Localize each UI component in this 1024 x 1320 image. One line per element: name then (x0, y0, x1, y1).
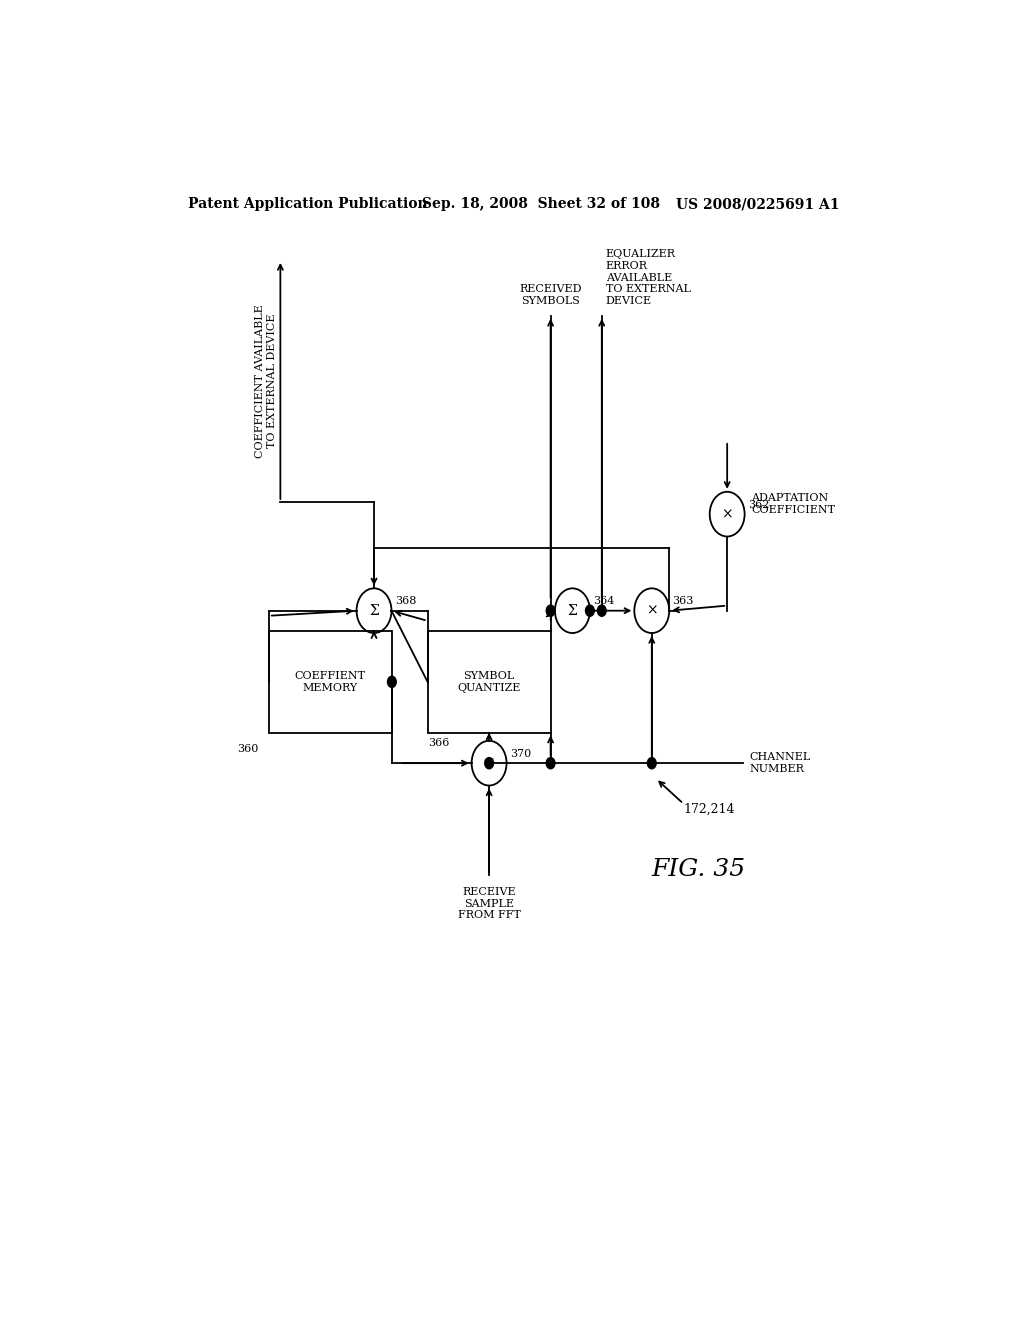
Text: EQUALIZER
ERROR
AVAILABLE
TO EXTERNAL
DEVICE: EQUALIZER ERROR AVAILABLE TO EXTERNAL DE… (606, 249, 690, 306)
Text: 362: 362 (748, 500, 769, 510)
Circle shape (484, 758, 494, 768)
Bar (428, 631, 551, 733)
Text: Σ: Σ (369, 603, 379, 618)
Text: ×: × (483, 756, 495, 770)
Text: RECEIVE
SAMPLE
FROM FFT: RECEIVE SAMPLE FROM FFT (458, 887, 520, 920)
Text: CHANNEL
NUMBER: CHANNEL NUMBER (750, 752, 811, 774)
Text: 366: 366 (428, 738, 450, 747)
Text: US 2008/0225691 A1: US 2008/0225691 A1 (676, 197, 839, 211)
Text: 368: 368 (394, 597, 416, 606)
Text: COEFFICIENT AVAILABLE
TO EXTERNAL DEVICE: COEFFICIENT AVAILABLE TO EXTERNAL DEVICE (255, 304, 276, 458)
Circle shape (387, 676, 396, 688)
Text: 360: 360 (238, 744, 259, 754)
Text: 370: 370 (510, 748, 531, 759)
Text: Σ: Σ (567, 603, 578, 618)
Text: Patent Application Publication: Patent Application Publication (187, 197, 427, 211)
Text: 364: 364 (593, 597, 614, 606)
Circle shape (546, 758, 555, 768)
Text: ×: × (721, 507, 733, 521)
Circle shape (597, 605, 606, 616)
Text: COEFFIENT
MEMORY: COEFFIENT MEMORY (295, 671, 366, 693)
Circle shape (546, 605, 555, 616)
Bar (269, 631, 392, 733)
Text: RECEIVED
SYMBOLS: RECEIVED SYMBOLS (519, 284, 582, 306)
Text: 172,214: 172,214 (684, 803, 735, 816)
Circle shape (647, 758, 656, 768)
Circle shape (586, 605, 594, 616)
Text: FIG. 35: FIG. 35 (652, 858, 745, 882)
Text: SYMBOL
QUANTIZE: SYMBOL QUANTIZE (458, 671, 521, 693)
Text: Sep. 18, 2008  Sheet 32 of 108: Sep. 18, 2008 Sheet 32 of 108 (422, 197, 659, 211)
Text: 363: 363 (673, 597, 694, 606)
Text: ADAPTATION
COEFFICIENT: ADAPTATION COEFFICIENT (751, 494, 835, 515)
Text: ×: × (646, 603, 657, 618)
